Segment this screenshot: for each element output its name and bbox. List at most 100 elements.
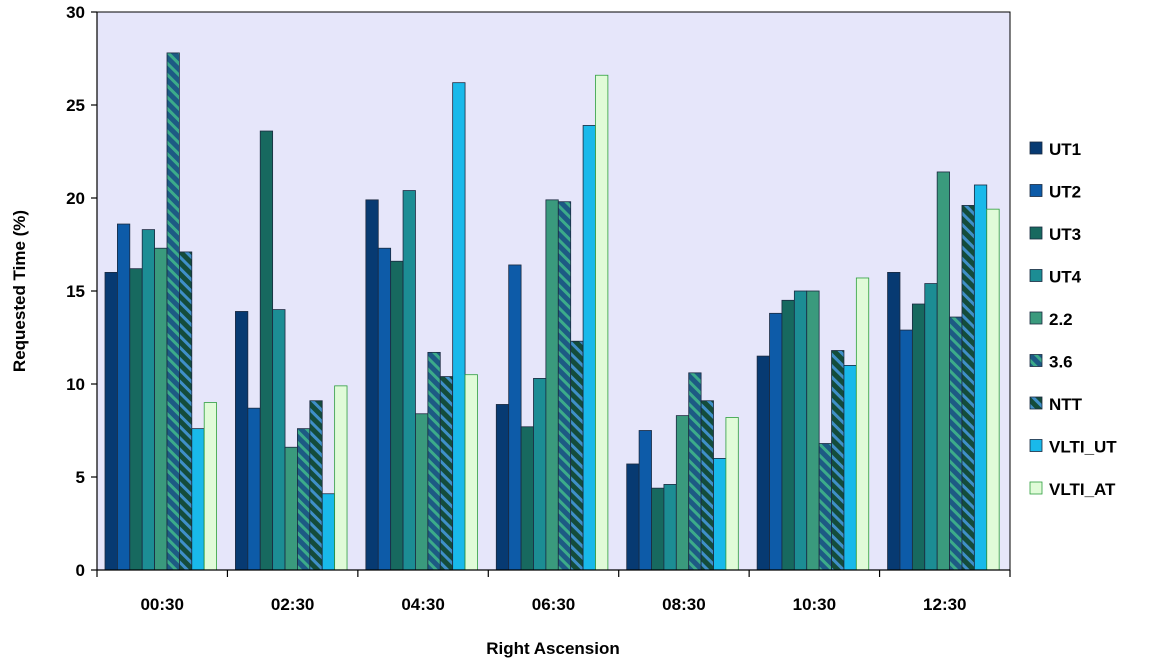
bar-ut3-0830 xyxy=(651,487,665,571)
bar-ut1-0430 xyxy=(365,199,379,571)
bar-ut1-1030 xyxy=(756,355,770,571)
y-tick-label: 30 xyxy=(66,3,85,22)
bar-ut4-0630 xyxy=(533,378,547,571)
y-tick-label: 15 xyxy=(66,282,85,301)
legend-swatch-vlti-ut xyxy=(1029,439,1043,452)
x-tick-label: 06:30 xyxy=(532,595,575,614)
bar-ut1-0030 xyxy=(104,271,118,571)
legend-swatch-vlti-at xyxy=(1029,481,1043,495)
bar-ut4-0230 xyxy=(272,309,286,571)
bar-ut4-0830 xyxy=(663,484,677,571)
legend-label: VLTI_UT xyxy=(1049,438,1117,457)
legend-swatch-2-2 xyxy=(1029,311,1043,325)
bar-vlti-ut-0030 xyxy=(191,428,205,571)
legend-swatch-ut2 xyxy=(1029,184,1043,197)
bar-3-6-1030 xyxy=(818,443,832,571)
bar-ntt-1030 xyxy=(831,350,845,571)
bar-vlti-at-0230 xyxy=(334,385,348,571)
bar-vlti-at-0830 xyxy=(725,417,739,571)
bar-ut3-0430 xyxy=(390,260,404,571)
bar-vlti-at-1030 xyxy=(855,277,870,571)
bar-ut4-0430 xyxy=(402,190,416,571)
x-tick-label: 02:30 xyxy=(271,595,314,614)
bars-group xyxy=(104,52,1000,571)
bar-ntt-0630 xyxy=(570,340,584,571)
bar-2-2-0830 xyxy=(675,415,690,571)
bar-2-2-0230 xyxy=(284,446,298,571)
x-tick-label: 08:30 xyxy=(662,595,705,614)
bar-2-2-1030 xyxy=(806,290,820,571)
bar-ut2-0830 xyxy=(638,430,652,571)
legend-label: UT3 xyxy=(1049,225,1081,244)
bar-2-2-0630 xyxy=(545,199,559,571)
x-axis: 00:30 02:30 04:30 06:30 08:30 10:30 12:30 xyxy=(96,569,1011,614)
bar-ut3-1230 xyxy=(911,303,926,571)
y-tick-label: 20 xyxy=(66,189,85,208)
bar-vlti-at-0430 xyxy=(464,374,478,571)
x-tick-label: 00:30 xyxy=(140,595,183,614)
bar-vlti-ut-0430 xyxy=(452,82,466,571)
bar-ut2-0430 xyxy=(377,247,392,571)
y-tick-label: 0 xyxy=(76,561,85,580)
bar-ut4-1030 xyxy=(793,290,808,571)
bar-ntt-0230 xyxy=(309,400,323,571)
legend-label: 3.6 xyxy=(1049,353,1073,372)
bar-vlti-at-0630 xyxy=(595,74,609,571)
bar-ut1-0630 xyxy=(495,404,510,571)
bar-3-6-0430 xyxy=(427,351,441,571)
bar-ut1-0230 xyxy=(235,311,249,571)
legend-label: 2.2 xyxy=(1049,310,1073,329)
legend-swatch-3-6 xyxy=(1029,354,1043,367)
legend-label: VLTI_AT xyxy=(1049,480,1116,499)
legend-swatch-ut4 xyxy=(1029,269,1043,282)
bar-ut4-0030 xyxy=(141,229,155,571)
bar-2-2-0030 xyxy=(154,247,168,571)
bar-vlti-ut-0230 xyxy=(321,493,336,571)
y-tick-label: 10 xyxy=(66,375,85,394)
legend-label: UT2 xyxy=(1049,183,1081,202)
bar-ut4-1230 xyxy=(924,283,938,571)
y-axis: 0 5 10 15 20 25 30 xyxy=(66,3,98,580)
bar-ut2-1230 xyxy=(899,329,913,571)
bar-vlti-at-0030 xyxy=(203,402,217,571)
bar-ut1-0830 xyxy=(626,463,640,571)
bar-3-6-0830 xyxy=(688,372,702,571)
x-tick-label: 04:30 xyxy=(401,595,444,614)
bar-ut2-0030 xyxy=(117,223,131,571)
bar-ut2-1030 xyxy=(769,312,783,571)
bar-vlti-ut-1030 xyxy=(843,364,857,571)
bar-3-6-1230 xyxy=(949,316,963,571)
bar-vlti-ut-0630 xyxy=(582,125,596,571)
legend-label: UT1 xyxy=(1049,140,1081,159)
x-tick-label: 12:30 xyxy=(923,595,966,614)
bar-ut3-0030 xyxy=(129,268,143,571)
x-axis-title: Right Ascension xyxy=(486,639,620,658)
legend-swatch-ut1 xyxy=(1029,141,1043,155)
legend-label: NTT xyxy=(1049,395,1083,414)
legend-swatch-ntt xyxy=(1029,396,1043,410)
bar-ut3-1030 xyxy=(781,299,795,571)
bar-ntt-0830 xyxy=(700,400,714,571)
legend: UT1 UT2 UT3 UT4 2.2 3.6 NTT VLTI_UT VLTI_AT xyxy=(1029,140,1117,499)
bar-3-6-0630 xyxy=(557,201,572,571)
bar-vlti-at-1230 xyxy=(986,208,1000,571)
y-axis-title: Requested Time (%) xyxy=(10,210,29,372)
legend-label: UT4 xyxy=(1049,268,1082,287)
bar-vlti-ut-0830 xyxy=(713,457,727,571)
y-tick-label: 5 xyxy=(76,468,85,487)
bar-ntt-0030 xyxy=(178,251,193,571)
bar-ntt-0430 xyxy=(439,376,454,571)
x-tick-label: 10:30 xyxy=(793,595,836,614)
bar-3-6-0230 xyxy=(297,428,311,571)
bar-2-2-1230 xyxy=(936,171,950,571)
bar-ut2-0230 xyxy=(247,407,261,571)
bar-ut1-1230 xyxy=(887,271,901,571)
legend-swatch-ut3 xyxy=(1029,226,1043,240)
bar-ut3-0630 xyxy=(520,426,534,571)
bar-vlti-ut-1230 xyxy=(973,184,988,571)
bar-ut2-0630 xyxy=(508,264,522,571)
bar-ut3-0230 xyxy=(259,130,274,571)
bar-2-2-0430 xyxy=(415,413,429,571)
bar-3-6-0030 xyxy=(166,52,180,571)
bar-ntt-1230 xyxy=(961,205,975,571)
